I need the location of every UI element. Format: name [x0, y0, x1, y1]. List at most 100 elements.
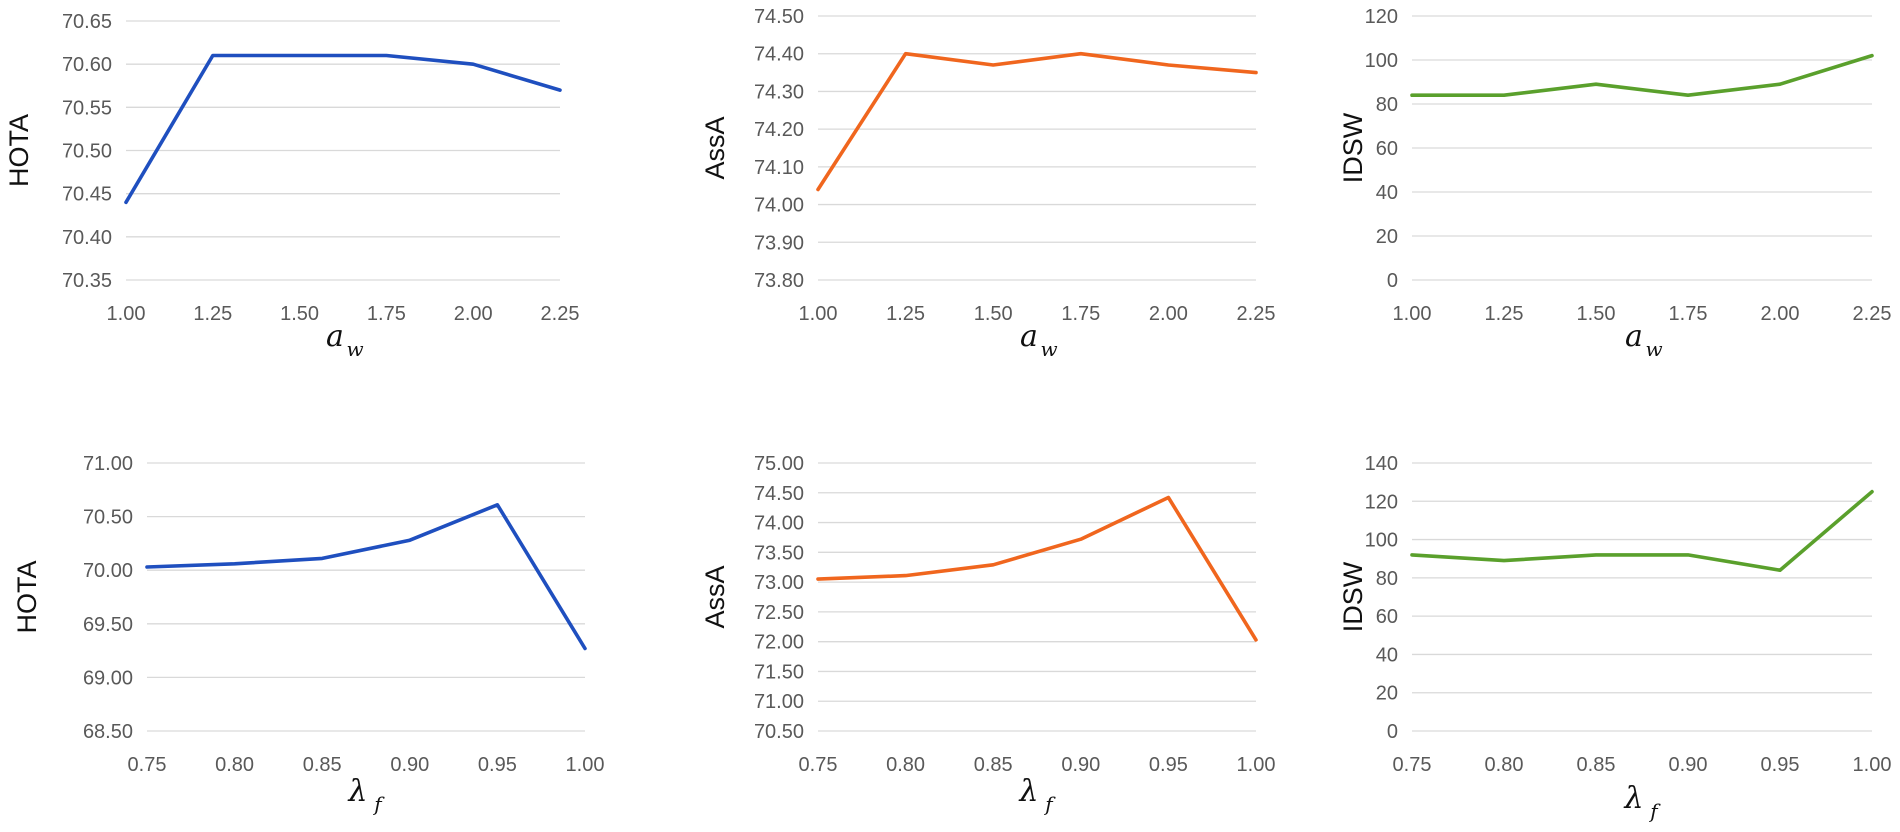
y-tick-label: 140 [1365, 453, 1398, 475]
y-tick-label: 70.40 [62, 227, 112, 249]
x-axis-label: a [326, 319, 344, 354]
x-tick-label: 0.80 [886, 754, 925, 776]
y-tick-label: 70.65 [62, 11, 112, 33]
x-tick-label: 0.85 [1577, 754, 1616, 776]
y-tick-label: 68.50 [83, 721, 133, 743]
y-tick-label: 120 [1365, 6, 1398, 28]
y-tick-label: 70.50 [62, 141, 112, 163]
x-tick-label: 0.90 [1061, 754, 1100, 776]
x-axis-label: λ [1623, 781, 1643, 816]
x-tick-label: 0.85 [303, 754, 342, 776]
series-line [1410, 53, 1874, 97]
chart-6: 0 20 40 60 80 100 120 140 0.75 0.80 0.85 0.90 0.95 1.… [1338, 453, 1891, 823]
x-tick-label: 1.75 [367, 303, 406, 325]
y-tick-label: 72.00 [754, 632, 804, 654]
x-tick-label: 0.80 [215, 754, 254, 776]
x-axis-label: λ [1018, 774, 1038, 809]
x-tick-label: 1.00 [1237, 754, 1276, 776]
x-axis-label-subscript: f [372, 792, 385, 816]
y-tick-label: 73.00 [754, 572, 804, 594]
x-tick-label: 2.00 [1761, 303, 1800, 325]
x-tick-label: 2.25 [1237, 303, 1276, 325]
y-axis-label: IDSW [1338, 561, 1368, 632]
x-tick-label: 1.00 [799, 303, 838, 325]
x-tick-label: 0.95 [1761, 754, 1800, 776]
y-tick-label: 72.50 [754, 602, 804, 624]
y-tick-label: 70.55 [62, 97, 112, 119]
x-tick-label: 0.85 [974, 754, 1013, 776]
chart-2: 73.80 73.90 74.00 74.10 74.20 74.30 74.40 74.50… [700, 6, 1275, 361]
y-tick-label: 73.50 [754, 542, 804, 564]
x-tick-label: 1.50 [974, 303, 1013, 325]
x-tick-label: 0.90 [1669, 754, 1708, 776]
y-tick-label: 74.00 [754, 195, 804, 217]
y-tick-label: 70.50 [754, 721, 804, 743]
x-tick-label: 1.00 [566, 754, 605, 776]
y-tick-label: 100 [1365, 50, 1398, 72]
series-line [816, 495, 1258, 642]
chart-4: 68.50 69.00 69.50 70.00 70.50 71.00 0.75 0.80 0.… [12, 453, 604, 816]
y-tick-label: 80 [1376, 94, 1398, 116]
y-tick-label: 71.00 [754, 691, 804, 713]
x-tick-label: 1.50 [280, 303, 319, 325]
y-tick-label: 60 [1376, 606, 1398, 628]
x-tick-label: 0.95 [1149, 754, 1188, 776]
x-axis-label-subscript: f [1043, 792, 1056, 816]
x-axis-label-subscript: w [1645, 337, 1662, 361]
series-line [145, 502, 587, 651]
x-tick-label: 0.75 [799, 754, 838, 776]
chart-1: 70.35 70.40 70.45 70.50 70.55 70.60 70.65 1.00 1… [4, 11, 579, 361]
y-tick-label: 69.50 [83, 614, 133, 636]
x-tick-label: 1.25 [1485, 303, 1524, 325]
x-axis-label-subscript: f [1648, 799, 1661, 823]
x-tick-label: 0.80 [1485, 754, 1524, 776]
x-tick-label: 0.90 [390, 754, 429, 776]
y-tick-label: 74.30 [754, 81, 804, 103]
y-tick-label: 40 [1376, 182, 1398, 204]
y-tick-label: 20 [1376, 226, 1398, 248]
x-tick-label: 1.75 [1669, 303, 1708, 325]
x-axis-label: a [1020, 319, 1038, 354]
x-axis-label-subscript: w [1040, 337, 1057, 361]
y-tick-label: 69.00 [83, 667, 133, 689]
y-tick-label: 70.60 [62, 54, 112, 76]
chart-5: 70.50 71.00 71.50 72.00 72.50 73.00 73.50 74.00… [700, 453, 1275, 816]
y-tick-label: 70.45 [62, 184, 112, 206]
x-tick-label: 1.00 [1853, 754, 1892, 776]
y-tick-label: 40 [1376, 644, 1398, 666]
x-axis-label: λ [347, 774, 367, 809]
y-axis-label: AssA [700, 565, 730, 628]
y-tick-label: 74.50 [754, 483, 804, 505]
x-tick-label: 1.00 [1393, 303, 1432, 325]
y-tick-label: 0 [1387, 721, 1398, 743]
y-tick-label: 74.10 [754, 157, 804, 179]
y-tick-label: 60 [1376, 138, 1398, 160]
y-axis-label: HOTA [4, 114, 34, 187]
y-tick-label: 0 [1387, 270, 1398, 292]
series-line [124, 53, 562, 205]
y-tick-label: 100 [1365, 530, 1398, 552]
x-tick-label: 2.00 [1149, 303, 1188, 325]
x-axis-label: a [1625, 319, 1643, 354]
y-axis-label: AssA [700, 116, 730, 179]
y-tick-label: 70.50 [83, 507, 133, 529]
x-tick-label: 2.00 [454, 303, 493, 325]
y-tick-label: 70.00 [83, 560, 133, 582]
y-tick-label: 120 [1365, 491, 1398, 513]
x-tick-label: 0.75 [1393, 754, 1432, 776]
x-tick-label: 0.95 [478, 754, 517, 776]
y-tick-label: 70.35 [62, 270, 112, 292]
series-line [816, 51, 1258, 192]
x-tick-label: 2.25 [1853, 303, 1892, 325]
y-axis-label: IDSW [1338, 112, 1368, 183]
y-tick-label: 74.40 [754, 44, 804, 66]
chart-3: 0 20 40 60 80 100 120 1.00 1.25 1.50 1.75 2.00 2.25 I… [1338, 6, 1891, 361]
x-tick-label: 1.25 [193, 303, 232, 325]
x-tick-label: 2.25 [541, 303, 580, 325]
x-axis-label-subscript: w [346, 337, 363, 361]
y-tick-label: 74.50 [754, 6, 804, 28]
y-tick-label: 80 [1376, 568, 1398, 590]
y-tick-label: 71.00 [83, 453, 133, 475]
x-tick-label: 1.75 [1061, 303, 1100, 325]
